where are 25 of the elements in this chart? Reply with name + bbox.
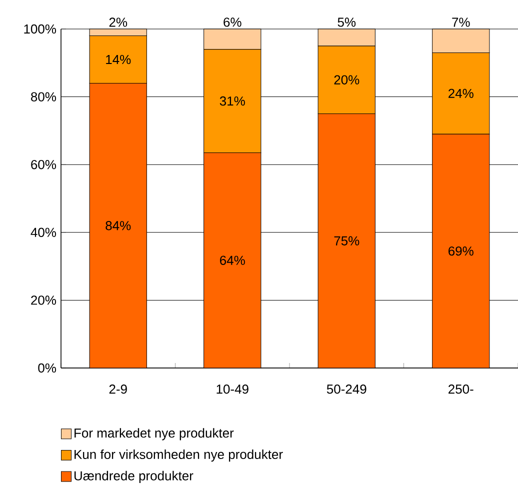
y-tick-label: 60% bbox=[31, 160, 56, 170]
y-tick-label: 20% bbox=[31, 296, 56, 305]
legend-label: For markedet nye produkter bbox=[74, 428, 234, 440]
x-tick-label: 10-49 bbox=[216, 384, 248, 394]
y-tick-label: 80% bbox=[31, 92, 56, 102]
data-label: 14% bbox=[106, 54, 131, 64]
data-label: 31% bbox=[220, 96, 245, 106]
data-label: 5% bbox=[338, 18, 356, 27]
data-label: 69% bbox=[448, 246, 474, 256]
legend-label: Kun for virksomheden nye produkter bbox=[74, 450, 283, 462]
data-label: 20% bbox=[334, 75, 360, 84]
data-label: 7% bbox=[452, 18, 470, 27]
x-tick-label: 2-9 bbox=[109, 384, 127, 394]
y-tick-label: 0% bbox=[38, 363, 56, 373]
data-label: 84% bbox=[106, 221, 131, 230]
x-tick-label: 50-249 bbox=[326, 384, 366, 394]
data-label: 6% bbox=[224, 18, 242, 27]
data-label: 75% bbox=[334, 236, 360, 246]
data-label: 24% bbox=[448, 88, 474, 98]
data-label: 2% bbox=[109, 18, 128, 27]
y-tick-label: 100% bbox=[24, 24, 56, 34]
legend-label: Uændrede produkter bbox=[74, 470, 194, 483]
y-tick-label: 40% bbox=[30, 228, 56, 237]
data-label: 64% bbox=[220, 256, 245, 265]
x-tick-label: 250- bbox=[448, 384, 474, 394]
